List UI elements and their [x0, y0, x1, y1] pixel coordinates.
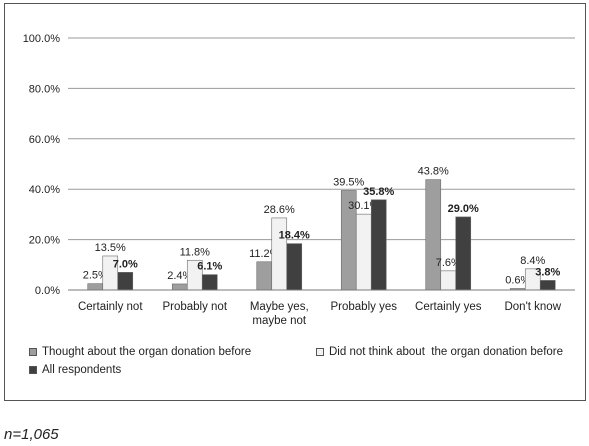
bar: [117, 272, 134, 291]
data-label: 29.0%: [448, 203, 479, 215]
legend-label: All respondents: [42, 364, 122, 376]
data-label: 2.4%: [167, 270, 192, 282]
data-label: 39.5%: [333, 176, 364, 188]
data-label: 2.5%: [83, 270, 108, 282]
legend-swatch: [29, 366, 37, 374]
bar: [256, 261, 273, 291]
x-tick-label: Probably yes: [331, 301, 398, 313]
x-tick-label: Don't know: [504, 301, 561, 313]
bar: [440, 270, 457, 291]
data-label: 6.1%: [197, 261, 222, 273]
x-tick-label: Maybe yes,: [250, 301, 309, 313]
bar: [286, 243, 303, 291]
x-tick-label: Certainly yes: [415, 301, 482, 313]
data-label: 8.4%: [520, 255, 545, 267]
y-tick-label: 80.0%: [29, 83, 60, 95]
data-label: 35.8%: [363, 186, 394, 198]
x-tick-label: Probably not: [162, 301, 227, 313]
bar: [539, 280, 556, 291]
data-label: 28.6%: [264, 204, 295, 216]
data-label: 13.5%: [95, 242, 126, 254]
y-tick-label: 60.0%: [29, 134, 60, 146]
legend-item-thought-before: Thought about the organ donation before: [29, 346, 251, 358]
bar: [87, 283, 104, 291]
data-label: 3.8%: [535, 266, 560, 278]
y-tick-label: 0.0%: [35, 285, 60, 297]
y-tick-label: 100.0%: [23, 33, 61, 45]
x-tick-label: maybe not: [252, 315, 307, 327]
sample-size-note: n=1,065: [4, 426, 59, 443]
y-tick-label: 40.0%: [29, 184, 60, 196]
legend-label: Did not think about the organ donation b…: [329, 346, 564, 358]
bar: [171, 283, 188, 291]
legend-label: Thought about the organ donation before: [42, 346, 252, 358]
bar: [355, 213, 372, 291]
data-label: 7.0%: [113, 258, 138, 270]
data-label: 43.8%: [418, 166, 449, 178]
data-label: 7.6%: [436, 257, 461, 269]
legend-swatch: [316, 348, 324, 356]
legend-item-did-not-think: Did not think about the organ donation b…: [316, 346, 563, 358]
data-label: 0.6%: [505, 274, 530, 286]
chart-frame: 0.0% 20.0% 40.0% 60.0% 80.0% 100.0% 2.5% 13.5% 7…: [4, 3, 586, 401]
chart-plot: 0.0% 20.0% 40.0% 60.0% 80.0% 100.0% 2.5% 13.5% 7…: [23, 33, 575, 327]
bar: [455, 216, 472, 291]
y-tick-label: 20.0%: [29, 235, 60, 247]
data-label: 11.8%: [180, 246, 211, 258]
legend-swatch: [29, 348, 37, 356]
bar: [370, 199, 387, 291]
bar: [425, 179, 442, 291]
data-label: 18.4%: [279, 230, 310, 242]
bar: [201, 274, 218, 291]
x-tick-label: Certainly not: [78, 301, 143, 313]
legend-item-all-respondents: All respondents: [29, 364, 121, 376]
